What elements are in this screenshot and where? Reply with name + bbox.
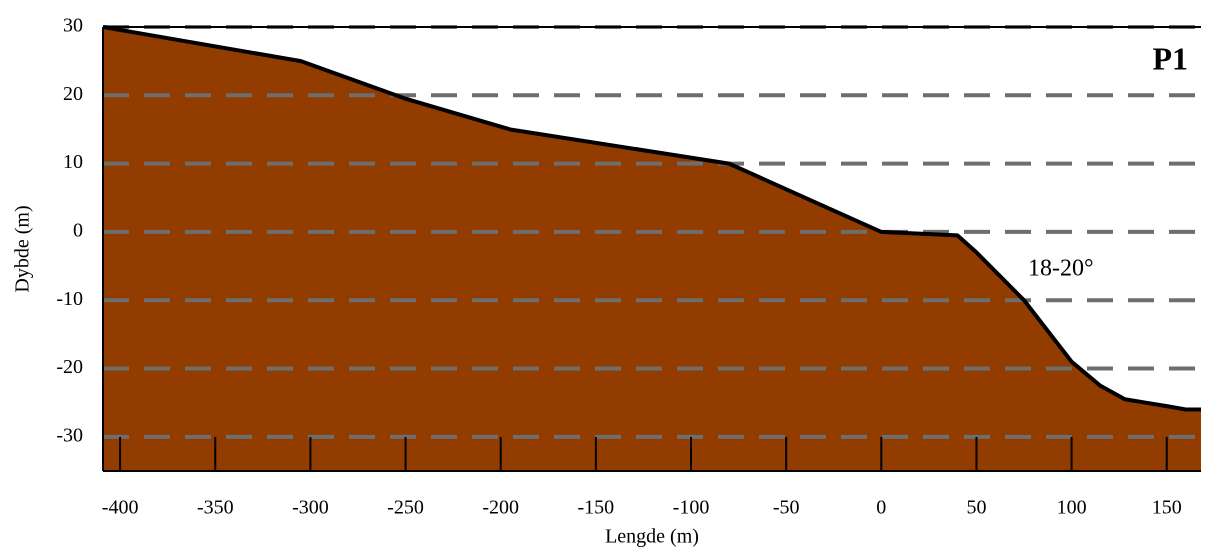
x-tick-label: 150	[1152, 497, 1182, 519]
y-tick-label: -20	[56, 356, 83, 378]
y-tick-label: -10	[56, 288, 83, 310]
panel-label: P1	[1152, 40, 1188, 76]
x-tick-label: -250	[387, 497, 424, 519]
x-tick-label: 50	[966, 497, 986, 519]
x-tick-label: -350	[197, 497, 234, 519]
x-tick-label: 0	[876, 497, 886, 519]
profile-line	[102, 25, 1201, 412]
x-tick-label: -150	[578, 497, 615, 519]
y-tick-label: 20	[63, 83, 83, 105]
slope-annotation: 18-20°	[1028, 256, 1094, 282]
y-tick-label: 0	[73, 220, 83, 242]
x-tick-label: -100	[673, 497, 710, 519]
x-tick-label: -50	[773, 497, 800, 519]
x-tick-label: -400	[102, 497, 139, 519]
area	[103, 27, 1201, 471]
x-tick-label: -300	[292, 497, 329, 519]
y-tick-label: 30	[63, 15, 83, 37]
x-axis-label: Lengde (m)	[605, 526, 699, 548]
x-tick-label: -200	[482, 497, 519, 519]
y-tick-label: -30	[56, 424, 83, 446]
x-tick-label: 100	[1057, 497, 1087, 519]
y-axis-label: Dybde (m)	[12, 205, 34, 292]
y-tick-label: 10	[63, 151, 83, 173]
